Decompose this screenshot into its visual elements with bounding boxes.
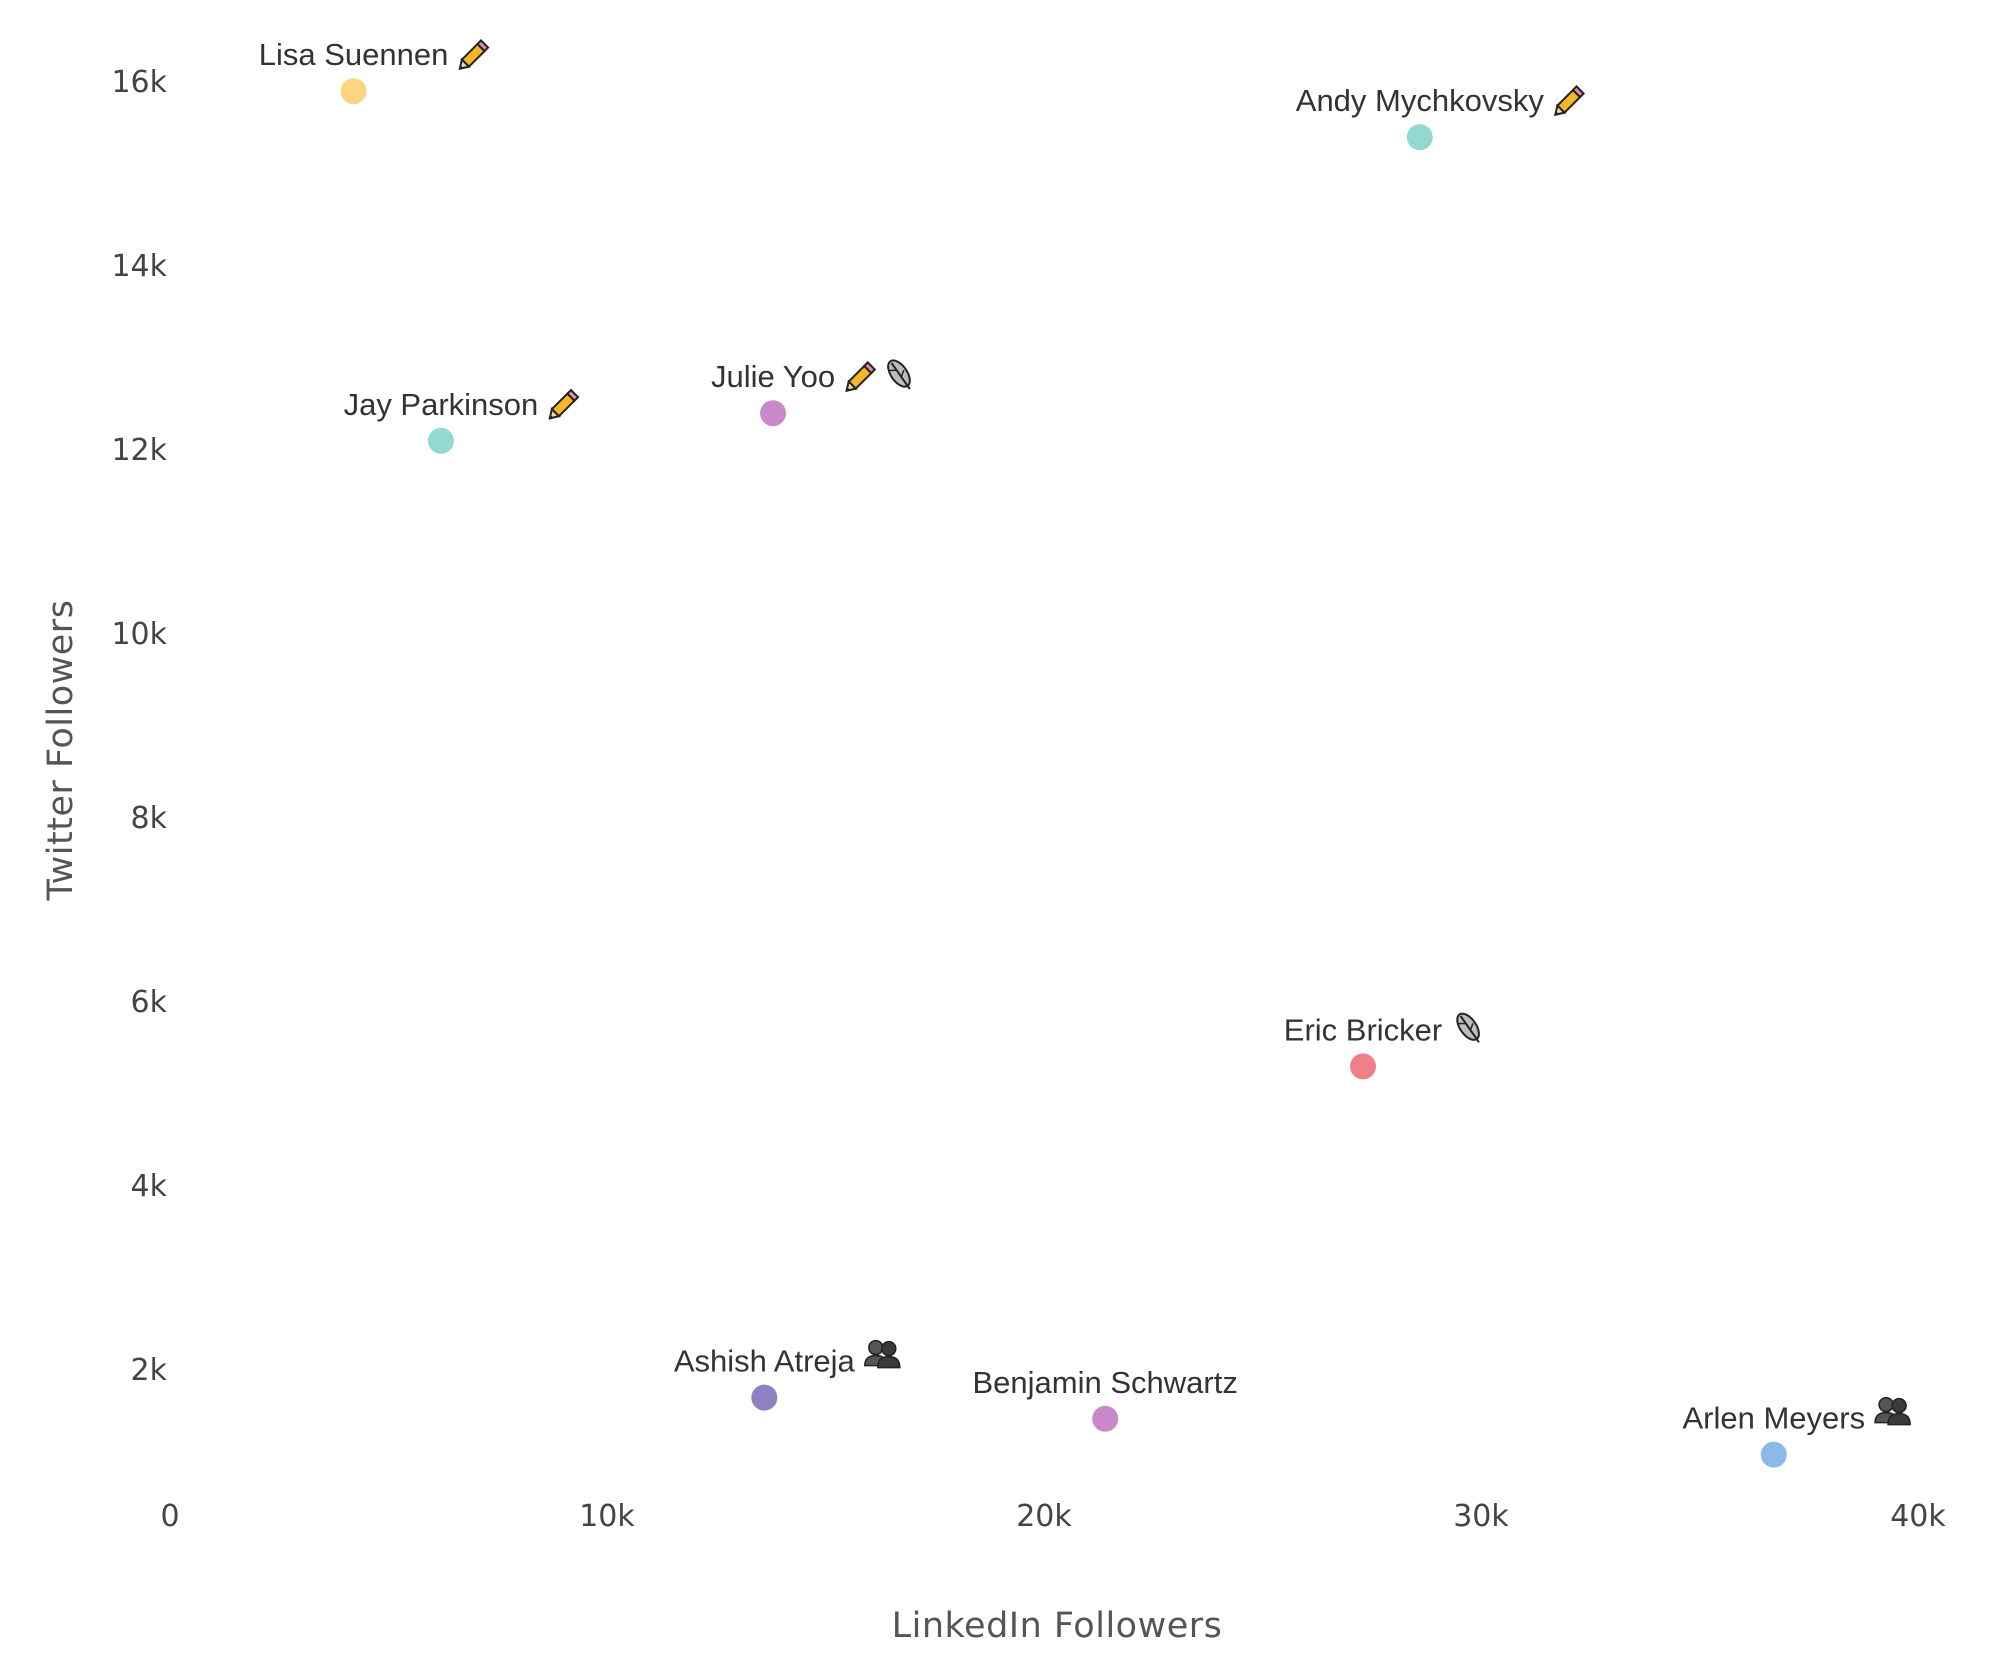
y-tick-label: 4k [131, 1169, 168, 1204]
data-point[interactable]: Eric Bricker [1284, 1010, 1486, 1080]
point-label: Benjamin Schwartz [973, 1365, 1238, 1400]
point-marker[interactable] [427, 427, 454, 454]
point-label: Andy Mychkovsky [1296, 83, 1545, 118]
x-tick-label: 30k [1453, 1499, 1509, 1534]
point-label: Julie Yoo [711, 359, 835, 394]
y-tick-label: 2k [131, 1353, 168, 1388]
data-point[interactable]: Julie Yoo [711, 357, 916, 427]
x-tick-label: 20k [1016, 1499, 1072, 1534]
feather-icon [1456, 1012, 1480, 1043]
point-marker[interactable] [1760, 1441, 1787, 1468]
point-label: Arlen Meyers [1682, 1401, 1865, 1436]
y-tick-label: 8k [131, 801, 168, 836]
point-label: Lisa Suennen [259, 37, 449, 72]
data-point[interactable]: Benjamin Schwartz [973, 1365, 1238, 1432]
y-tick-label: 10k [111, 617, 167, 652]
y-axis-ticks: 2k 4k 6k 8k 10k 12k 14k 16k [111, 65, 167, 1388]
people-icon [1874, 1396, 1911, 1426]
x-tick-label: 40k [1890, 1499, 1946, 1534]
point-marker[interactable] [1406, 124, 1433, 151]
y-tick-label: 12k [111, 433, 167, 468]
x-axis-ticks: 0 10k 20k 30k 40k [160, 1499, 1946, 1534]
y-axis-title: Twitter Followers [41, 600, 81, 902]
point-marker[interactable] [751, 1384, 778, 1411]
point-marker[interactable] [1092, 1405, 1119, 1432]
pencil-icon [845, 361, 877, 393]
x-tick-label: 0 [160, 1499, 179, 1534]
point-label: Jay Parkinson [344, 387, 539, 422]
data-point[interactable]: Ashish Atreja [674, 1339, 901, 1411]
data-point[interactable]: Lisa Suennen [259, 37, 490, 105]
y-tick-label: 6k [131, 985, 168, 1020]
pencil-icon [1553, 85, 1586, 117]
pencil-icon [548, 388, 580, 420]
feather-icon [887, 359, 911, 390]
point-marker[interactable] [340, 78, 367, 105]
data-point[interactable]: Jay Parkinson [344, 387, 580, 454]
data-point[interactable]: Andy Mychkovsky [1296, 83, 1586, 151]
point-marker[interactable] [1350, 1053, 1377, 1080]
x-axis-title: LinkedIn Followers [892, 1606, 1223, 1646]
y-tick-label: 16k [111, 65, 167, 100]
point-label: Eric Bricker [1284, 1012, 1442, 1047]
people-icon [864, 1339, 901, 1369]
y-tick-label: 14k [111, 249, 167, 284]
x-tick-label: 10k [579, 1499, 635, 1534]
point-label: Ashish Atreja [674, 1344, 856, 1379]
data-point[interactable]: Arlen Meyers [1682, 1396, 1911, 1468]
point-marker[interactable] [760, 400, 787, 427]
pencil-icon [458, 39, 490, 71]
data-points: Lisa Suennen Andy Mychkovsky Jay Parkinson… [259, 37, 1911, 1468]
